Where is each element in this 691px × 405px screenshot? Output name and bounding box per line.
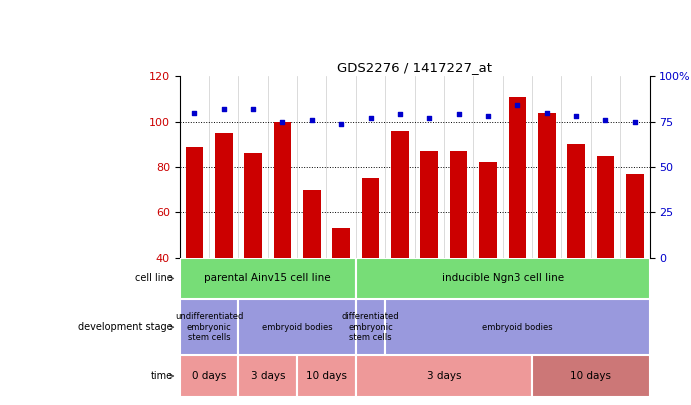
Text: time: time — [151, 371, 173, 381]
Point — [482, 113, 493, 119]
Point — [189, 109, 200, 116]
Point — [365, 115, 376, 122]
Bar — [238, 355, 297, 397]
Title: GDS2276 / 1417227_at: GDS2276 / 1417227_at — [337, 61, 492, 74]
Bar — [385, 299, 650, 355]
Bar — [238, 299, 356, 355]
Bar — [362, 178, 379, 258]
Bar — [215, 133, 232, 258]
Point — [424, 115, 435, 122]
Point — [336, 120, 347, 127]
Bar — [185, 147, 203, 258]
Text: undifferentiated
embryonic
stem cells: undifferentiated embryonic stem cells — [175, 312, 243, 342]
Point — [630, 119, 641, 125]
Bar — [509, 97, 526, 258]
Bar — [538, 113, 556, 258]
Point — [512, 102, 523, 109]
Point — [571, 113, 582, 119]
Text: inducible Ngn3 cell line: inducible Ngn3 cell line — [442, 273, 564, 283]
Text: development stage: development stage — [78, 322, 173, 332]
Bar — [180, 258, 356, 299]
Bar — [274, 122, 291, 258]
Text: cell line: cell line — [135, 273, 173, 283]
Bar — [303, 190, 321, 258]
Bar — [180, 355, 238, 397]
Text: embryoid bodies: embryoid bodies — [262, 323, 332, 332]
Text: 10 days: 10 days — [306, 371, 347, 381]
Bar — [297, 355, 356, 397]
Text: 3 days: 3 days — [427, 371, 461, 381]
Bar — [596, 156, 614, 258]
Point — [218, 106, 229, 112]
Text: 0 days: 0 days — [192, 371, 226, 381]
Text: embryoid bodies: embryoid bodies — [482, 323, 553, 332]
Bar — [332, 228, 350, 258]
Bar — [450, 151, 467, 258]
Bar — [244, 153, 262, 258]
Bar — [180, 299, 238, 355]
Bar — [626, 174, 643, 258]
Bar — [567, 145, 585, 258]
Point — [247, 106, 258, 112]
Bar — [479, 162, 497, 258]
Bar — [532, 355, 650, 397]
Text: differentiated
embryonic
stem cells: differentiated embryonic stem cells — [342, 312, 399, 342]
Text: 10 days: 10 days — [570, 371, 612, 381]
Bar — [420, 151, 438, 258]
Point — [306, 117, 317, 123]
Point — [600, 117, 611, 123]
Text: parental Ainv15 cell line: parental Ainv15 cell line — [205, 273, 331, 283]
Point — [453, 111, 464, 118]
Bar — [356, 299, 386, 355]
Point — [541, 109, 552, 116]
Point — [277, 119, 288, 125]
Text: 3 days: 3 days — [251, 371, 285, 381]
Bar — [356, 355, 532, 397]
Bar — [391, 131, 408, 258]
Bar — [356, 258, 650, 299]
Point — [395, 111, 406, 118]
